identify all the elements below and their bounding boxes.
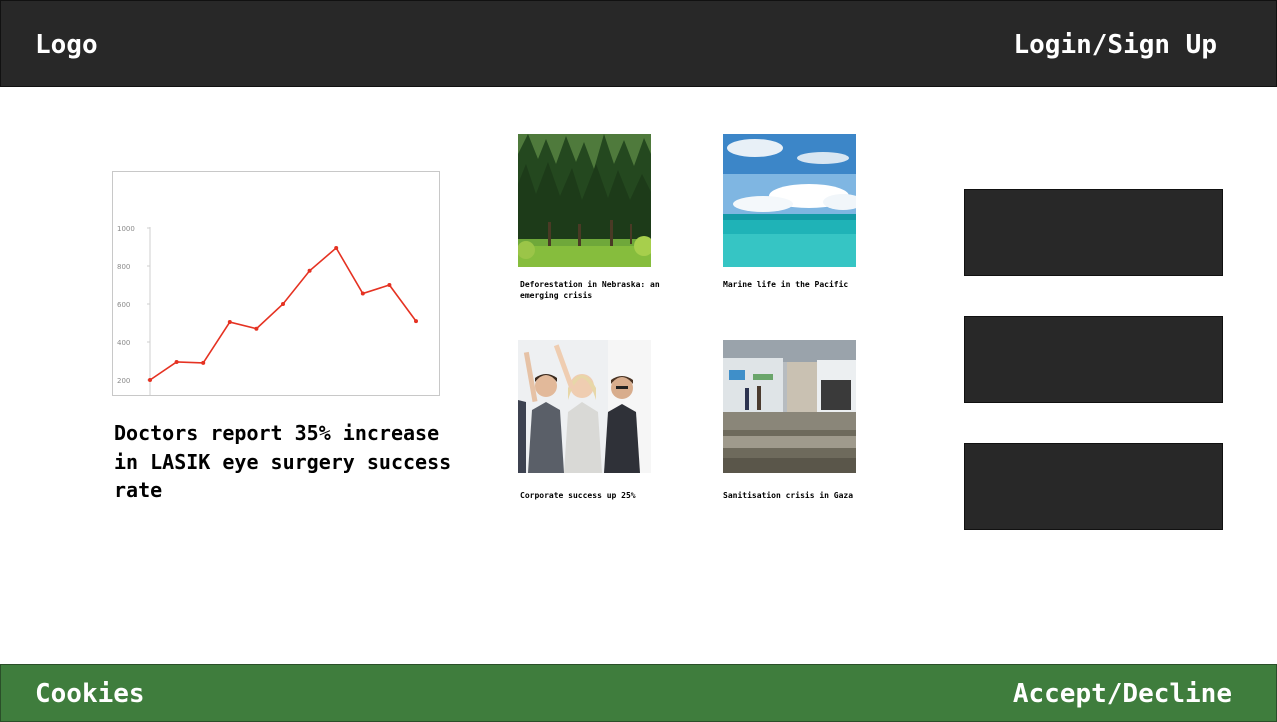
sidebar-ad-block[interactable] (964, 443, 1223, 530)
y-tick-label: 800 (117, 263, 130, 271)
refugee-camp-photo[interactable] (723, 340, 856, 473)
y-tick-label: 400 (117, 339, 130, 347)
article-caption[interactable]: Marine life in the Pacific (723, 280, 849, 289)
data-point (148, 378, 152, 382)
article-caption[interactable]: Sanitisation crisis in Gaza (723, 491, 854, 500)
data-point (360, 291, 365, 296)
data-point (201, 360, 206, 365)
data-point (334, 245, 339, 250)
login-signup-link[interactable]: Login/Sign Up (1013, 30, 1218, 60)
sidebar-ad-block[interactable] (964, 316, 1223, 403)
featured-chart[interactable]: 1000 800 600 400 200 (112, 171, 440, 396)
accept-decline-button[interactable]: Accept/Decline (1012, 679, 1232, 709)
y-tick-label: 200 (117, 377, 130, 385)
article-caption[interactable]: Deforestation in Nebraska: an emerging c… (520, 280, 660, 300)
data-point (227, 320, 232, 325)
forest-photo[interactable] (518, 134, 651, 267)
site-header: Logo Login/Sign Up (0, 0, 1277, 87)
data-point (254, 326, 259, 331)
line-chart: 1000 800 600 400 200 (117, 225, 418, 395)
y-tick-label: 600 (117, 301, 130, 309)
celebrating-team-photo[interactable] (518, 340, 651, 473)
featured-headline[interactable]: Doctors report 35% increase in LASIK eye… (114, 421, 452, 502)
data-point (414, 319, 418, 324)
sidebar-ad-block[interactable] (964, 189, 1223, 276)
data-point (281, 302, 285, 306)
data-point (387, 283, 392, 287)
cookie-banner: Cookies Accept/Decline (0, 664, 1277, 722)
site-logo[interactable]: Logo (35, 30, 98, 60)
series-line (149, 246, 417, 381)
data-point (174, 359, 179, 364)
article-caption[interactable]: Corporate success up 25% (520, 491, 636, 500)
cookie-banner-label: Cookies (35, 679, 145, 709)
data-point (307, 268, 312, 273)
y-tick-label: 1000 (117, 225, 135, 233)
ocean-photo[interactable] (723, 134, 856, 267)
